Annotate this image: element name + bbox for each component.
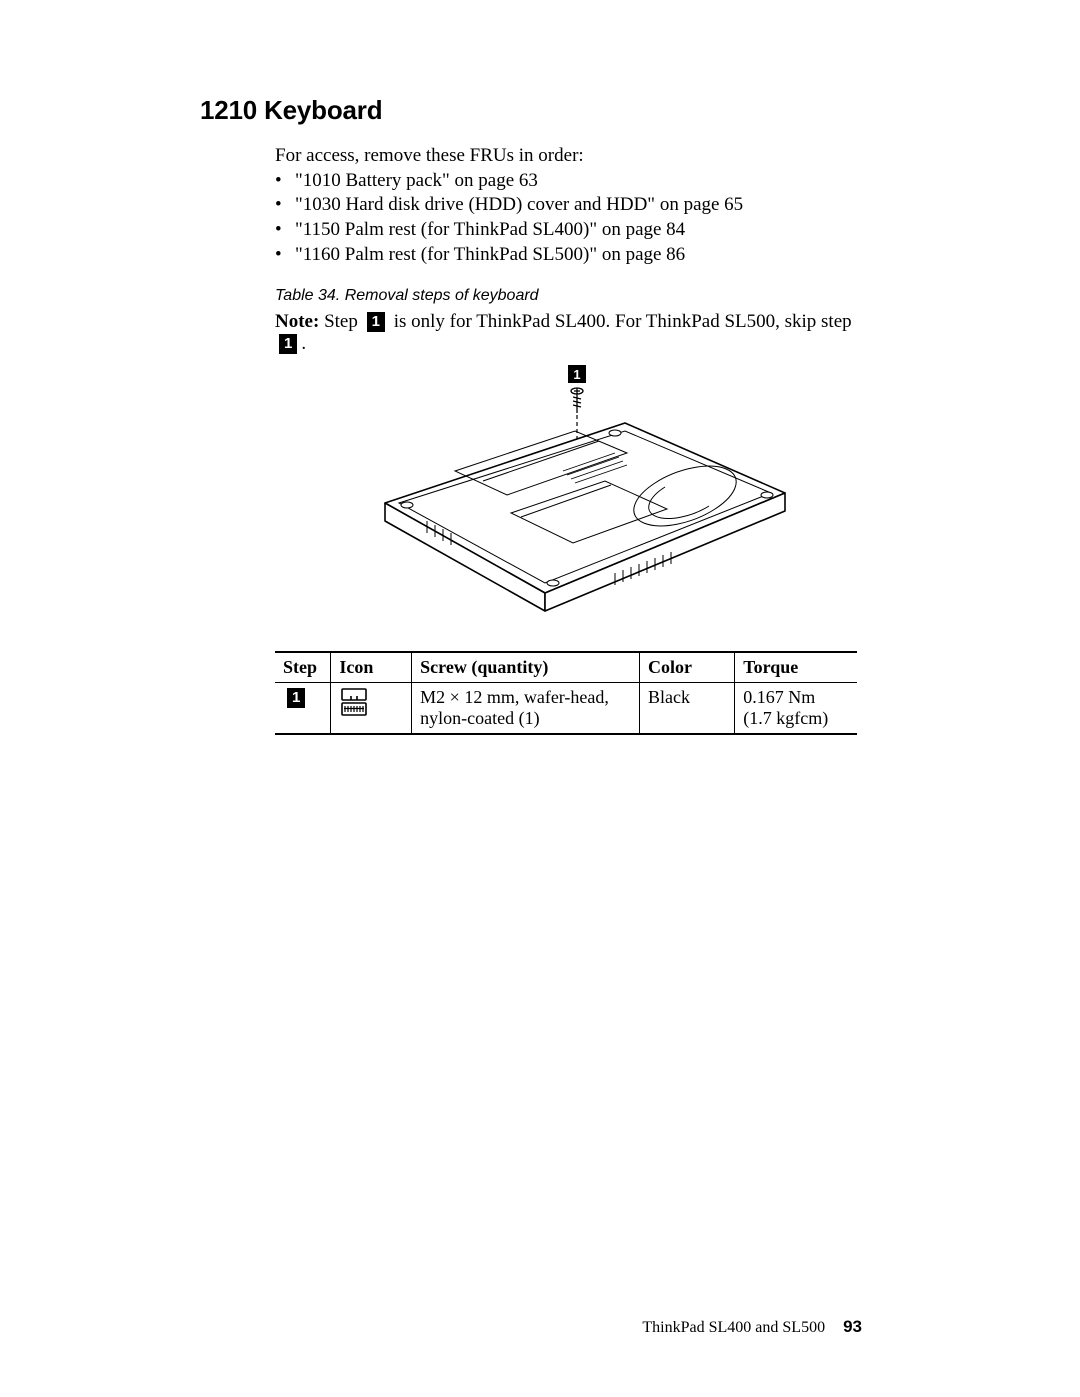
- step-chip-icon: 1: [279, 334, 297, 354]
- note-label: Note:: [275, 311, 319, 332]
- bullet-list: • "1010 Battery pack" on page 63 • "1030…: [275, 169, 862, 268]
- screw-table: Step Icon Screw (quantity) Color Torque …: [275, 651, 857, 735]
- cell-step: 1: [275, 683, 331, 735]
- screw-line2: nylon-coated (1): [420, 708, 539, 728]
- bullet-item: • "1010 Battery pack" on page 63: [275, 169, 862, 194]
- note-text-pre: Step: [324, 311, 358, 332]
- col-header-torque: Torque: [735, 652, 857, 683]
- footer-page-number: 93: [843, 1317, 862, 1336]
- bullet-dot-icon: •: [275, 243, 295, 268]
- bullet-dot-icon: •: [275, 193, 295, 218]
- note-text-post: .: [301, 333, 306, 354]
- col-header-icon: Icon: [331, 652, 412, 683]
- cell-screw: M2 × 12 mm, wafer-head, nylon-coated (1): [412, 683, 640, 735]
- bullet-dot-icon: •: [275, 218, 295, 243]
- cell-color: Black: [640, 683, 735, 735]
- torque-line1: 0.167 Nm: [743, 687, 815, 707]
- col-header-screw: Screw (quantity): [412, 652, 640, 683]
- table-caption: Table 34. Removal steps of keyboard: [275, 287, 862, 305]
- section-heading: 1210 Keyboard: [200, 95, 862, 126]
- footer-doc-title: ThinkPad SL400 and SL500: [642, 1319, 825, 1336]
- bullet-text: "1160 Palm rest (for ThinkPad SL500)" on…: [295, 243, 685, 268]
- bullet-item: • "1030 Hard disk drive (HDD) cover and …: [275, 193, 862, 218]
- intro-text: For access, remove these FRUs in order:: [275, 144, 862, 169]
- bullet-text: "1030 Hard disk drive (HDD) cover and HD…: [295, 193, 743, 218]
- col-header-step: Step: [275, 652, 331, 683]
- step-chip-icon: 1: [367, 312, 385, 332]
- step-chip-icon: 1: [287, 688, 305, 708]
- note-line: Note: Step 1 is only for ThinkPad SL400.…: [275, 311, 862, 355]
- bullet-text: "1150 Palm rest (for ThinkPad SL400)" on…: [295, 218, 685, 243]
- cell-icon: [331, 683, 412, 735]
- laptop-bottom-diagram-icon: 1: [315, 363, 835, 633]
- page-footer: ThinkPad SL400 and SL500 93: [642, 1317, 862, 1337]
- bullet-item: • "1150 Palm rest (for ThinkPad SL400)" …: [275, 218, 862, 243]
- col-header-color: Color: [640, 652, 735, 683]
- torque-line2: (1.7 kgfcm): [743, 708, 828, 728]
- bullet-item: • "1160 Palm rest (for ThinkPad SL500)" …: [275, 243, 862, 268]
- keyboard-screw-icon: [339, 687, 369, 717]
- screw-line1: M2 × 12 mm, wafer-head,: [420, 687, 609, 707]
- figure: 1: [275, 363, 855, 633]
- note-text-mid: is only for ThinkPad SL400. For ThinkPad…: [394, 311, 852, 332]
- cell-torque: 0.167 Nm (1.7 kgfcm): [735, 683, 857, 735]
- fig-callout-text: 1: [573, 367, 580, 382]
- bullet-text: "1010 Battery pack" on page 63: [295, 169, 538, 194]
- page: 1210 Keyboard For access, remove these F…: [0, 0, 1080, 1397]
- bullet-dot-icon: •: [275, 169, 295, 194]
- table-header-row: Step Icon Screw (quantity) Color Torque: [275, 652, 857, 683]
- table-row: 1: [275, 683, 857, 735]
